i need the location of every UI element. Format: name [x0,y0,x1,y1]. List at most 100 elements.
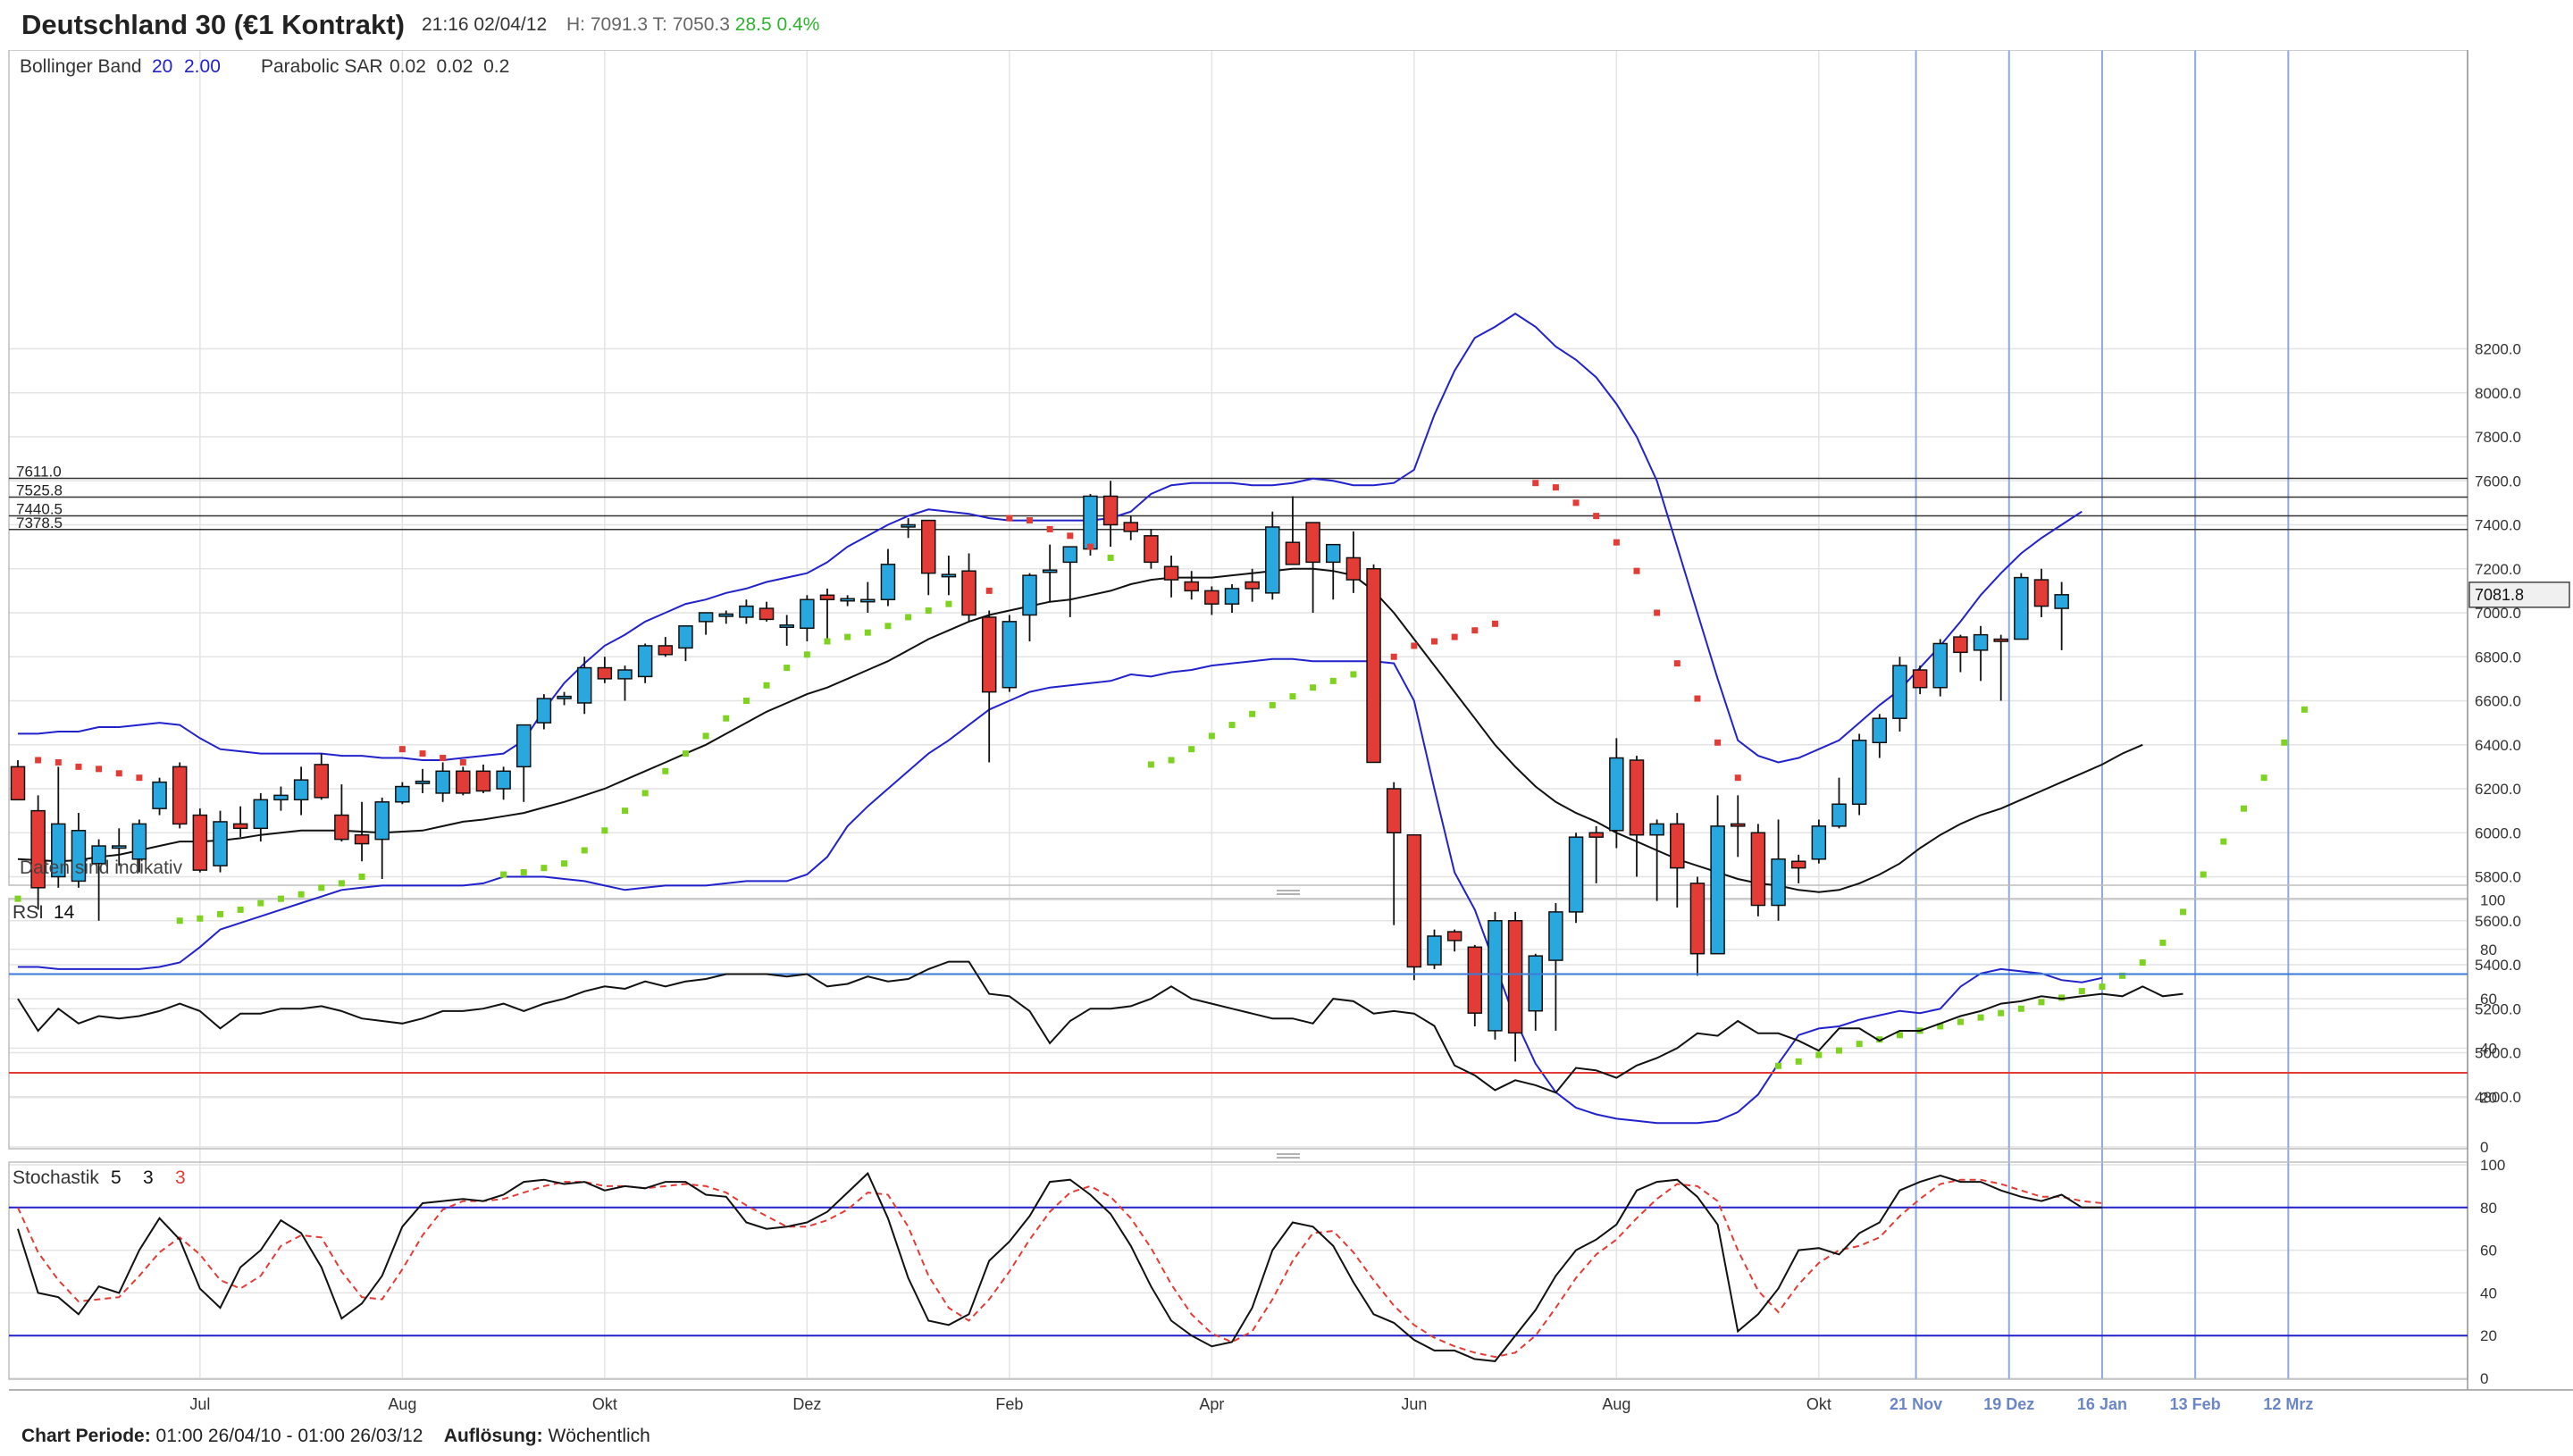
candle-up [91,839,106,921]
candle-down [1953,634,1968,673]
parabolic-sar [14,480,2308,1069]
y-tick-label: 7600.0 [2475,473,2521,490]
sar-dot [784,665,791,672]
candle-body [1488,920,1503,1032]
panel-frames [8,50,2573,1391]
candle-body [1993,638,2008,642]
sar-dot [1836,1047,1842,1054]
sar-dot [358,874,365,880]
candle-down [2033,568,2049,617]
candle-up [840,595,855,607]
candle-body [456,770,471,794]
y-tick-label: 6000.0 [2475,824,2521,841]
bb-middle-line [17,567,2143,893]
sar-dot [622,807,628,815]
candle-body [576,666,592,704]
candle-down [1406,833,1422,981]
candle-body [1670,823,1685,869]
candle-body [1912,669,1928,689]
candle-body [739,605,754,618]
stoch-param-slow: 3 [175,1167,186,1188]
sar-dot [1673,660,1680,667]
candle-down [1912,665,1928,695]
chart-header: Deutschland 30 (€1 Kontrakt) 21:16 02/04… [0,0,2573,54]
candle-down [1750,824,1766,916]
sar-dot [277,895,284,902]
sar-dot [682,750,689,757]
sar-dot [1471,627,1479,634]
candle-body [1062,546,1078,564]
y-tick-label: 6200.0 [2475,781,2521,798]
candle-down [1305,522,1320,613]
price-level-label: 7525.8 [16,482,63,499]
candle-up [1831,777,1847,829]
candle-body [678,625,693,649]
sar-dot [1067,532,1074,540]
candle-body [1163,565,1179,581]
bb-period: 20 [152,56,172,77]
rsi-tick-label: 100 [2480,892,2505,909]
candle-down [1345,531,1362,593]
candle-body [819,594,835,600]
candle-body [71,830,87,883]
y-tick-label: 6800.0 [2475,649,2521,665]
candle-body [1245,581,1260,590]
candle-down [10,759,26,801]
candle-down [921,519,936,596]
candle-down [1446,929,1463,952]
sar-dot [419,750,426,757]
axes: Jul Aug Okt Dez Feb Apr Jun Aug Okt 21 Nov 19 Dez 1… [189,341,2570,1413]
sar-dot [459,758,466,766]
sar-dot [945,600,952,607]
indicative-note: Daten sind indikativ [20,858,183,878]
current-price-box [2468,582,2570,608]
candle-body [192,814,208,871]
candle-up [2054,582,2069,650]
candle-up [516,724,532,802]
candle-body [1002,621,1018,689]
panel-resize-handle[interactable] [1277,1153,1300,1159]
candle-down [1993,634,2008,701]
x-tick-label: Jun [1401,1395,1427,1413]
candle-body [1102,495,1119,526]
sar-dot [884,623,892,630]
candle-body [1731,823,1746,827]
sar-dot [2078,988,2085,995]
price-level-label: 7440.5 [16,501,63,518]
candle-body [557,695,572,699]
sar-dot [75,763,82,770]
sar-dot [2139,959,2146,966]
candle-up [576,657,592,715]
candle-body [1467,946,1483,1014]
candle-body [30,809,46,889]
candle-down [192,808,208,873]
x-tick-label: 12 Mrz [2263,1395,2313,1413]
x-tick-label: Apr [1199,1395,1224,1413]
candle-down [1245,568,1260,602]
y-tick-label: 7800.0 [2475,429,2521,446]
candle-body [2014,576,2029,640]
candle-body [10,766,26,801]
candle-body [1386,788,1402,833]
sar-dot [338,880,345,887]
candle-up [395,782,410,805]
candle-up [1892,657,1907,732]
change-pct-value: 0.4% [776,14,820,35]
sar-dot [1572,499,1580,506]
stoch-tick-label: 20 [2480,1327,2497,1344]
candle-up [293,766,309,816]
candle-up [860,582,876,613]
candle-up [1265,511,1280,600]
sar-dot [1593,513,1600,520]
candle-up [1771,819,1786,921]
panel-resize-handles[interactable] [1277,890,1300,1159]
candle-body [1609,757,1624,832]
sar-dot [500,871,507,878]
candle-up [1851,733,1867,816]
sar-dot [2058,994,2066,1001]
candle-down [1731,795,1746,858]
candle-up [131,819,147,873]
panel-resize-handle[interactable] [1277,890,1300,895]
